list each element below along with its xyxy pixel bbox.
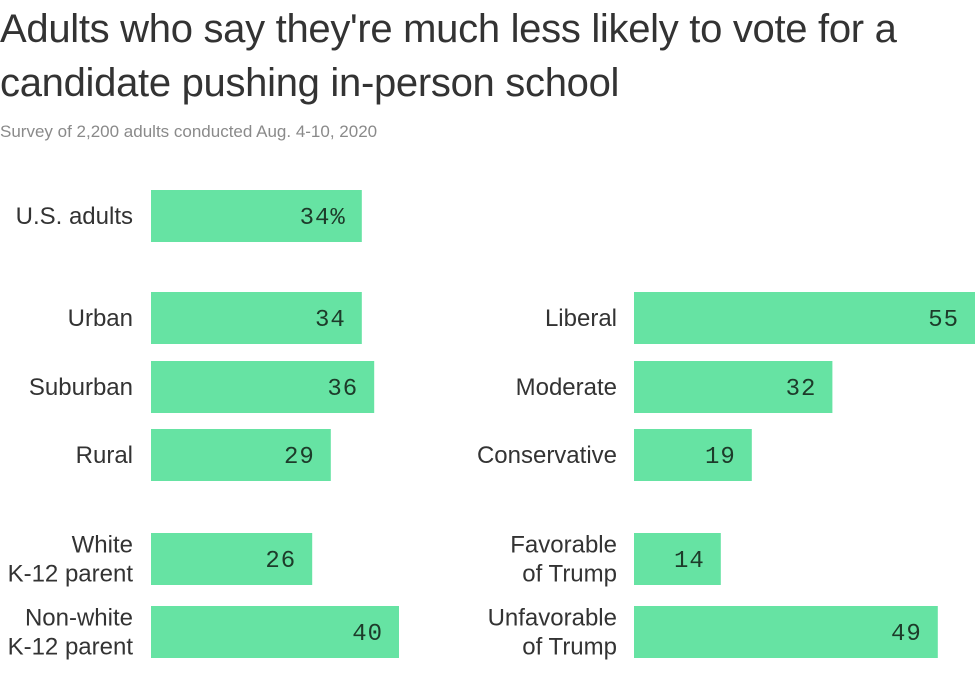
value-label-moderate: 32 bbox=[786, 376, 817, 403]
bar-favorable-of-trump bbox=[634, 533, 721, 585]
category-label-urban: Urban bbox=[68, 305, 133, 332]
chart-title: Adults who say they're much less likely … bbox=[0, 7, 897, 105]
bar-white-k-12-parent bbox=[151, 533, 313, 585]
bar-conservative bbox=[634, 429, 752, 481]
value-label-suburban: 36 bbox=[327, 376, 358, 403]
category-label-rural: Rural bbox=[76, 442, 133, 469]
category-label-u-s-adults: U.S. adults bbox=[16, 203, 133, 230]
bar-non-white-k-12-parent bbox=[151, 606, 399, 658]
category-label-suburban: Suburban bbox=[29, 374, 133, 401]
value-label-urban: 34 bbox=[315, 307, 346, 334]
value-label-non-white-k-12-parent: 40 bbox=[352, 621, 383, 648]
category-label-moderate: Moderate bbox=[516, 374, 617, 401]
bar-liberal bbox=[634, 292, 975, 344]
bar-rural bbox=[151, 429, 331, 481]
bar-suburban bbox=[151, 361, 375, 413]
value-label-favorable-of-trump: 14 bbox=[674, 548, 705, 575]
category-label-white-k-12-parent: White K-12 parent bbox=[8, 532, 134, 588]
category-label-favorable-of-trump: Favorable of Trump bbox=[510, 532, 617, 588]
value-label-conservative: 19 bbox=[705, 444, 736, 471]
bar-u-s-adults bbox=[151, 190, 362, 242]
value-label-u-s-adults: 34% bbox=[300, 205, 346, 232]
value-label-liberal: 55 bbox=[928, 307, 959, 334]
value-label-unfavorable-of-trump: 49 bbox=[891, 621, 922, 648]
bar-unfavorable-of-trump bbox=[634, 606, 938, 658]
bar-moderate bbox=[634, 361, 833, 413]
category-label-non-white-k-12-parent: Non-white K-12 parent bbox=[8, 605, 134, 661]
category-label-conservative: Conservative bbox=[477, 442, 617, 469]
bar-urban bbox=[151, 292, 362, 344]
value-label-white-k-12-parent: 26 bbox=[265, 548, 296, 575]
category-label-liberal: Liberal bbox=[545, 305, 617, 332]
chart-subtitle: Survey of 2,200 adults conducted Aug. 4-… bbox=[0, 122, 378, 141]
category-label-unfavorable-of-trump: Unfavorable of Trump bbox=[488, 605, 617, 661]
value-label-rural: 29 bbox=[284, 444, 315, 471]
